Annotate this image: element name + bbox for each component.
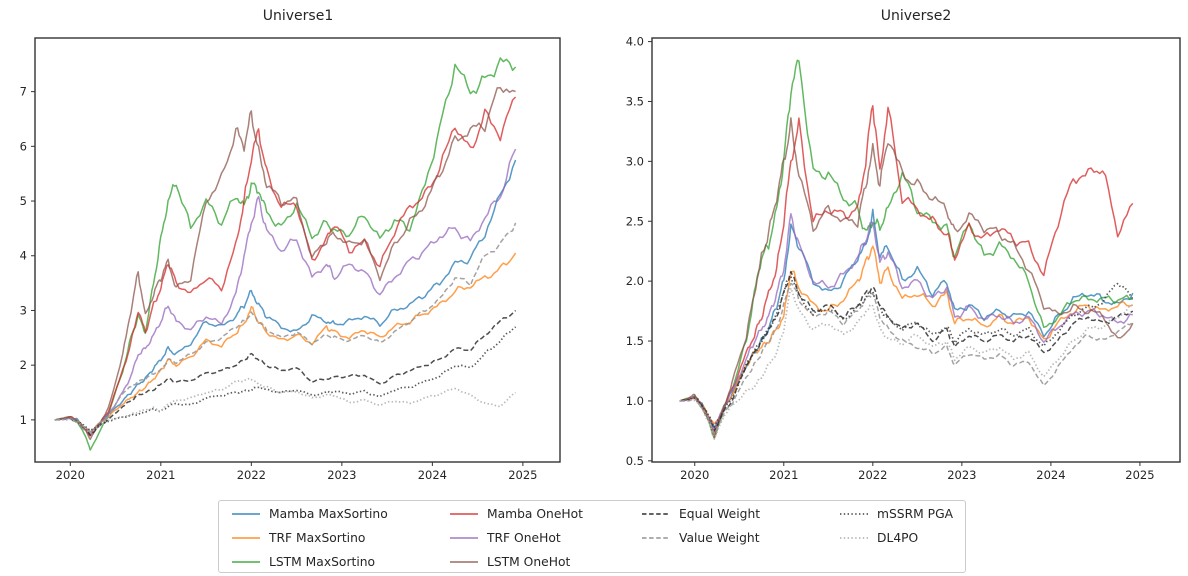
series-line-value-weight <box>679 282 1134 435</box>
legend-line-swatch <box>840 513 868 515</box>
legend-label: Value Weight <box>679 531 760 545</box>
legend-line-swatch <box>642 537 670 539</box>
x-tick-label: 2021 <box>146 468 175 482</box>
panel-2-plot-area <box>679 59 1134 440</box>
legend-line-swatch <box>450 537 478 539</box>
legend-label: DL4PO <box>877 531 919 545</box>
legend-label: Mamba MaxSortino <box>269 507 388 521</box>
x-tick-label: 2023 <box>947 468 976 482</box>
panel-1-plot-area <box>54 57 517 451</box>
legend-label: LSTM OneHot <box>487 555 571 569</box>
legend-item-lstm-onehot: LSTM OneHot <box>449 550 570 574</box>
series-line-lstm-maxsortino <box>679 59 1133 439</box>
y-tick-label: 2.0 <box>626 274 644 288</box>
series-line-mamba-onehot <box>679 105 1134 436</box>
series-line-lstm-onehot <box>679 117 1134 440</box>
legend-label: TRF OneHot <box>487 531 561 545</box>
y-tick-label: 1.0 <box>626 394 644 408</box>
panel1-title: Universe1 <box>262 8 334 24</box>
legend-label: mSSRM PGA <box>877 507 954 521</box>
series-line-mssrm-pga <box>679 275 1134 428</box>
legend-label: Mamba OneHot <box>487 507 584 521</box>
legend-item-mamba-onehot: Mamba OneHot <box>449 502 583 526</box>
y-tick-label: 2 <box>20 358 27 372</box>
y-tick-label: 3 <box>20 303 27 317</box>
legend-item-mssrm-pga: mSSRM PGA <box>839 502 953 526</box>
legend-label: LSTM MaxSortino <box>269 555 376 569</box>
series-line-trf-onehot <box>54 148 517 435</box>
series-line-dl4po <box>54 377 517 435</box>
y-tick-label: 0.5 <box>626 454 644 468</box>
panel2-title: Universe2 <box>880 8 952 24</box>
panel-1-frame <box>34 37 561 463</box>
legend-item-mamba-maxsortino: Mamba MaxSortino <box>231 502 388 526</box>
x-tick-label: 2024 <box>1036 468 1065 482</box>
series-line-value-weight <box>54 222 517 433</box>
y-tick-label: 3.5 <box>626 94 644 108</box>
legend-item-lstm-maxsortino: LSTM MaxSortino <box>231 550 375 574</box>
legend-label: TRF MaxSortino <box>269 531 366 545</box>
x-tick-label: 2020 <box>56 468 85 482</box>
legend-line-swatch <box>232 513 260 515</box>
x-tick-label: 2021 <box>769 468 798 482</box>
series-line-mamba-onehot <box>54 96 517 437</box>
x-tick-label: 2025 <box>1125 468 1154 482</box>
y-tick-label: 4 <box>20 249 27 263</box>
legend-line-swatch <box>642 513 670 515</box>
y-tick-label: 2.5 <box>626 214 644 228</box>
legend-line-swatch <box>840 537 868 539</box>
x-tick-label: 2023 <box>327 468 356 482</box>
legend-line-swatch <box>232 561 260 563</box>
legend-item-equal-weight: Equal Weight <box>641 502 760 526</box>
legend-line-swatch <box>450 561 478 563</box>
y-tick-label: 4.0 <box>626 35 644 49</box>
series-line-equal-weight <box>679 270 1134 432</box>
series-line-trf-onehot <box>679 213 1133 431</box>
legend-line-swatch <box>450 513 478 515</box>
x-tick-label: 2022 <box>858 468 887 482</box>
y-tick-label: 3.0 <box>626 154 644 168</box>
panel-2-frame <box>651 37 1181 463</box>
series-line-dl4po <box>679 287 1133 440</box>
legend-item-value-weight: Value Weight <box>641 526 760 550</box>
series-line-lstm-maxsortino <box>54 57 517 451</box>
y-tick-label: 6 <box>20 139 27 153</box>
y-tick-label: 1 <box>20 413 27 427</box>
series-line-mamba-maxsortino <box>679 208 1134 430</box>
series-line-trf-maxsortino <box>679 245 1134 425</box>
x-tick-label: 2024 <box>418 468 447 482</box>
legend-item-trf-maxsortino: TRF MaxSortino <box>231 526 365 550</box>
legend: Mamba MaxSortino TRF MaxSortino LSTM Max… <box>218 500 966 573</box>
y-tick-label: 1.5 <box>626 334 644 348</box>
legend-label: Equal Weight <box>679 507 761 521</box>
legend-item-dl4po: DL4PO <box>839 526 918 550</box>
x-tick-label: 2020 <box>680 468 709 482</box>
legend-item-trf-onehot: TRF OneHot <box>449 526 561 550</box>
legend-line-swatch <box>232 537 260 539</box>
x-tick-label: 2025 <box>508 468 537 482</box>
y-tick-label: 7 <box>20 85 27 99</box>
series-line-lstm-onehot <box>54 87 516 441</box>
y-tick-label: 5 <box>20 194 27 208</box>
x-tick-label: 2022 <box>237 468 266 482</box>
